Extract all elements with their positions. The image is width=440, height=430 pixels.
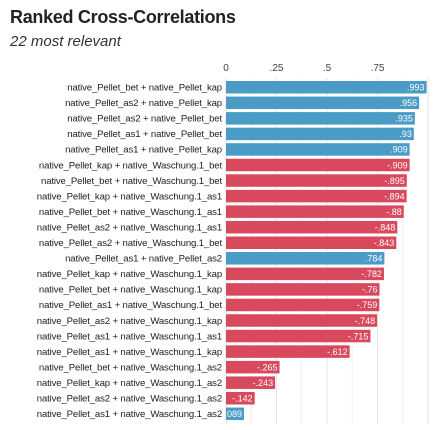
bar-value-label: -.76 <box>362 285 378 295</box>
bar-value-label: .935 <box>395 114 413 124</box>
category-label: native_Pellet_as2 + native_Waschung.1_be… <box>39 238 223 249</box>
bar-value-label: -.88 <box>386 207 402 217</box>
x-tick-label: .75 <box>371 63 385 74</box>
bar-value-label: -.848 <box>375 222 396 232</box>
bar-value-label: .956 <box>400 98 418 108</box>
category-label: native_Pellet_kap + native_Waschung.1_be… <box>39 160 223 171</box>
bar <box>226 127 414 141</box>
bar <box>226 158 410 172</box>
category-label: native_Pellet_as2 + native_Waschung.1_ka… <box>37 316 222 327</box>
bar-value-label: -.265 <box>257 362 278 372</box>
category-label: native_Pellet_kap + native_Waschung.1_as… <box>37 191 222 202</box>
bar-value-label: -.759 <box>357 300 378 310</box>
category-label: native_Pellet_as1 + native_Waschung.1_be… <box>39 300 223 311</box>
bar <box>226 174 407 187</box>
bar <box>226 392 255 405</box>
bar <box>226 283 380 296</box>
bar <box>226 314 378 327</box>
bar <box>226 205 404 218</box>
x-tick-label: .5 <box>323 63 332 74</box>
bar-value-label: .93 <box>399 129 412 139</box>
category-label: native_Pellet_kap + native_Waschung.1_ka… <box>37 269 222 280</box>
bar-value-label: -.894 <box>384 191 405 201</box>
category-label: native_Pellet_as2 + native_Waschung.1_as… <box>37 222 222 233</box>
category-label: native_Pellet_as2 + native_Pellet_kap <box>65 98 222 109</box>
bar <box>226 407 244 421</box>
bar-value-label: .993 <box>407 83 425 93</box>
bar-value-label: .089 <box>224 409 242 419</box>
bar <box>226 189 407 203</box>
bar-value-label: -.782 <box>361 269 382 279</box>
bar-value-label: -.142 <box>232 394 253 404</box>
x-axis-ticks: 0 .25 .5 .75 <box>223 63 385 74</box>
x-tick-label: 0 <box>223 63 229 74</box>
bar-value-label: -.909 <box>387 160 408 170</box>
bars: .993 .956 .935 .93 .909 -.909 -.895 -.894 -.88 -.… <box>224 81 427 421</box>
bar <box>226 143 410 156</box>
category-label: native_Pellet_as1 + native_Waschung.1_as… <box>37 331 222 342</box>
bar <box>226 236 397 249</box>
category-label: native_Pellet_as1 + native_Pellet_kap <box>65 145 222 156</box>
bar <box>226 267 384 281</box>
bar <box>226 252 385 265</box>
bar-value-label: -.243 <box>253 378 274 388</box>
bar <box>226 81 427 94</box>
bar <box>226 360 280 374</box>
x-tick-label: .25 <box>270 63 284 74</box>
category-label: native_Pellet_as1 + native_Pellet_as2 <box>65 254 222 265</box>
bar <box>226 329 371 343</box>
chart-title: Ranked Cross-Correlations <box>10 7 236 27</box>
category-label: native_Pellet_bet + native_Waschung.1_ka… <box>39 285 222 296</box>
category-label: native_Pellet_as2 + native_Waschung.1_as… <box>37 394 222 405</box>
bar-value-label: -.612 <box>327 347 348 357</box>
category-label: native_Pellet_as1 + native_Pellet_bet <box>67 129 222 140</box>
bar-value-label: -.715 <box>348 331 369 341</box>
bar-value-label: .784 <box>365 254 383 264</box>
category-label: native_Pellet_as1 + native_Waschung.1_as… <box>37 409 222 420</box>
category-label: native_Pellet_bet + native_Waschung.1_as… <box>39 207 222 218</box>
bar-value-label: .909 <box>390 145 408 155</box>
category-label: native_Pellet_bet + native_Waschung.1_as… <box>39 362 222 373</box>
category-labels: native_Pellet_bet + native_Pellet_kapnat… <box>37 83 223 421</box>
bar <box>226 96 420 110</box>
bar <box>226 220 398 234</box>
category-label: native_Pellet_as2 + native_Pellet_bet <box>67 114 222 125</box>
category-label: native_Pellet_bet + native_Pellet_kap <box>67 83 222 94</box>
chart-subtitle: 22 most relevant <box>10 33 121 50</box>
bar-value-label: -.895 <box>384 176 405 186</box>
category-label: native_Pellet_kap + native_Waschung.1_as… <box>37 378 222 389</box>
bar <box>226 345 350 358</box>
bar <box>226 112 415 125</box>
category-label: native_Pellet_bet + native_Waschung.1_be… <box>41 176 222 187</box>
category-label: native_Pellet_as1 + native_Waschung.1_ka… <box>37 347 222 358</box>
bar <box>226 298 380 312</box>
bar-value-label: -.748 <box>355 316 376 326</box>
bar-value-label: -.843 <box>374 238 395 248</box>
bar <box>226 376 276 389</box>
